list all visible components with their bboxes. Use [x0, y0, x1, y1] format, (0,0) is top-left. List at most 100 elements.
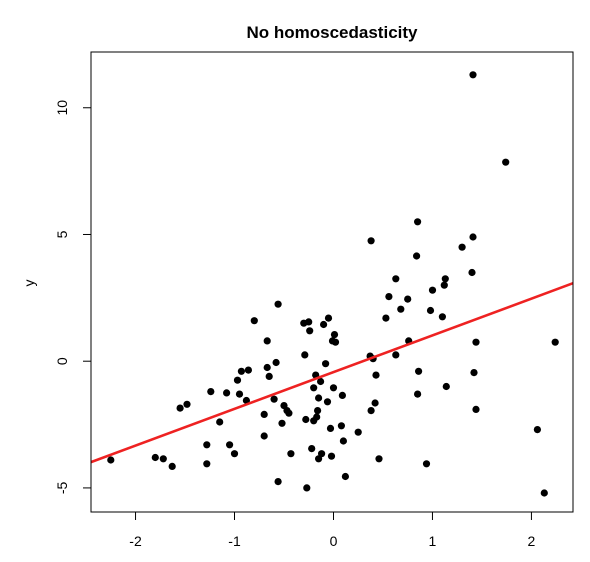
data-point-14 [235, 390, 244, 398]
data-point-0 [107, 456, 115, 464]
data-point-83 [426, 306, 435, 315]
data-point-38 [306, 327, 314, 335]
data-point-53 [326, 424, 335, 432]
data-point-5 [183, 400, 191, 408]
y-tick-label: 10 [54, 100, 70, 116]
data-point-76 [404, 295, 412, 303]
x-axis: -2 -1 0 1 2 [129, 512, 536, 549]
data-point-72 [385, 293, 393, 301]
data-point-89 [458, 243, 466, 251]
data-point-13 [233, 376, 242, 384]
data-point-90 [468, 268, 476, 277]
data-point-25 [272, 358, 280, 367]
data-point-54 [327, 452, 336, 460]
data-point-49 [320, 320, 328, 329]
x-tick-label: 0 [330, 533, 338, 549]
data-point-51 [323, 398, 332, 406]
data-point-15 [237, 367, 245, 375]
data-point-68 [371, 399, 379, 407]
data-point-87 [441, 275, 449, 283]
x-tick-label: -2 [129, 533, 142, 549]
data-point-18 [250, 317, 258, 325]
data-point-81 [415, 367, 423, 375]
data-point-35 [302, 415, 310, 424]
y-tick-label: -5 [54, 481, 70, 494]
data-point-98 [540, 489, 548, 497]
fit-line-layer [90, 281, 574, 464]
data-point-36 [303, 484, 311, 492]
data-point-93 [470, 369, 478, 377]
data-point-69 [372, 371, 380, 379]
data-point-16 [242, 396, 250, 405]
data-point-8 [207, 388, 215, 396]
data-point-88 [442, 382, 450, 391]
data-point-21 [263, 337, 271, 345]
data-point-84 [428, 286, 437, 294]
data-point-78 [413, 252, 421, 260]
data-point-50 [322, 360, 330, 368]
data-point-71 [382, 314, 390, 322]
data-point-26 [274, 300, 282, 308]
x-tick-label: 2 [528, 533, 536, 549]
data-point-65 [367, 237, 375, 245]
data-point-73 [392, 275, 400, 283]
data-point-7 [203, 460, 211, 468]
data-point-31 [285, 409, 293, 417]
data-point-97 [533, 426, 542, 434]
data-point-75 [397, 305, 405, 313]
data-point-43 [313, 413, 321, 421]
data-point-6 [203, 441, 211, 449]
data-point-48 [318, 450, 326, 458]
plot-frame [90, 51, 574, 513]
x-tick-label: 1 [429, 533, 437, 549]
data-point-86 [440, 281, 448, 289]
data-point-23 [265, 372, 273, 380]
data-point-45 [315, 394, 323, 402]
data-point-27 [274, 478, 282, 486]
data-point-44 [314, 407, 322, 415]
data-point-74 [392, 351, 400, 359]
data-point-10 [223, 389, 231, 397]
data-point-28 [278, 419, 286, 427]
data-point-56 [329, 384, 338, 392]
y-tick-label: 0 [54, 357, 70, 365]
points-layer [107, 71, 559, 497]
y-axis-title: y [21, 280, 37, 287]
data-point-61 [339, 437, 347, 445]
data-point-80 [414, 390, 422, 398]
data-point-1 [151, 453, 159, 462]
data-point-12 [230, 450, 239, 458]
data-point-82 [422, 460, 431, 468]
data-point-94 [472, 338, 480, 346]
data-point-60 [338, 391, 346, 399]
data-point-58 [331, 338, 340, 346]
data-point-57 [330, 331, 339, 339]
data-point-62 [341, 472, 349, 481]
data-point-3 [168, 462, 176, 470]
data-point-2 [159, 455, 167, 463]
data-point-47 [317, 377, 325, 386]
data-point-39 [308, 445, 316, 453]
data-point-59 [337, 422, 345, 430]
data-point-70 [375, 455, 383, 463]
data-point-37 [305, 318, 313, 326]
data-point-85 [438, 313, 446, 321]
data-point-32 [287, 450, 295, 458]
data-point-9 [216, 418, 224, 426]
data-point-11 [226, 441, 234, 449]
data-point-63 [354, 428, 362, 436]
data-point-92 [469, 71, 477, 79]
x-tick-label: -1 [228, 533, 241, 549]
data-point-20 [260, 432, 268, 440]
data-point-19 [260, 410, 268, 418]
data-point-22 [263, 363, 271, 372]
data-point-95 [472, 405, 480, 413]
data-point-4 [176, 404, 184, 412]
regression-line [90, 281, 574, 464]
data-point-99 [551, 338, 559, 346]
data-point-91 [469, 233, 477, 241]
data-point-40 [310, 384, 318, 392]
data-point-24 [270, 395, 278, 403]
data-point-79 [414, 218, 422, 226]
